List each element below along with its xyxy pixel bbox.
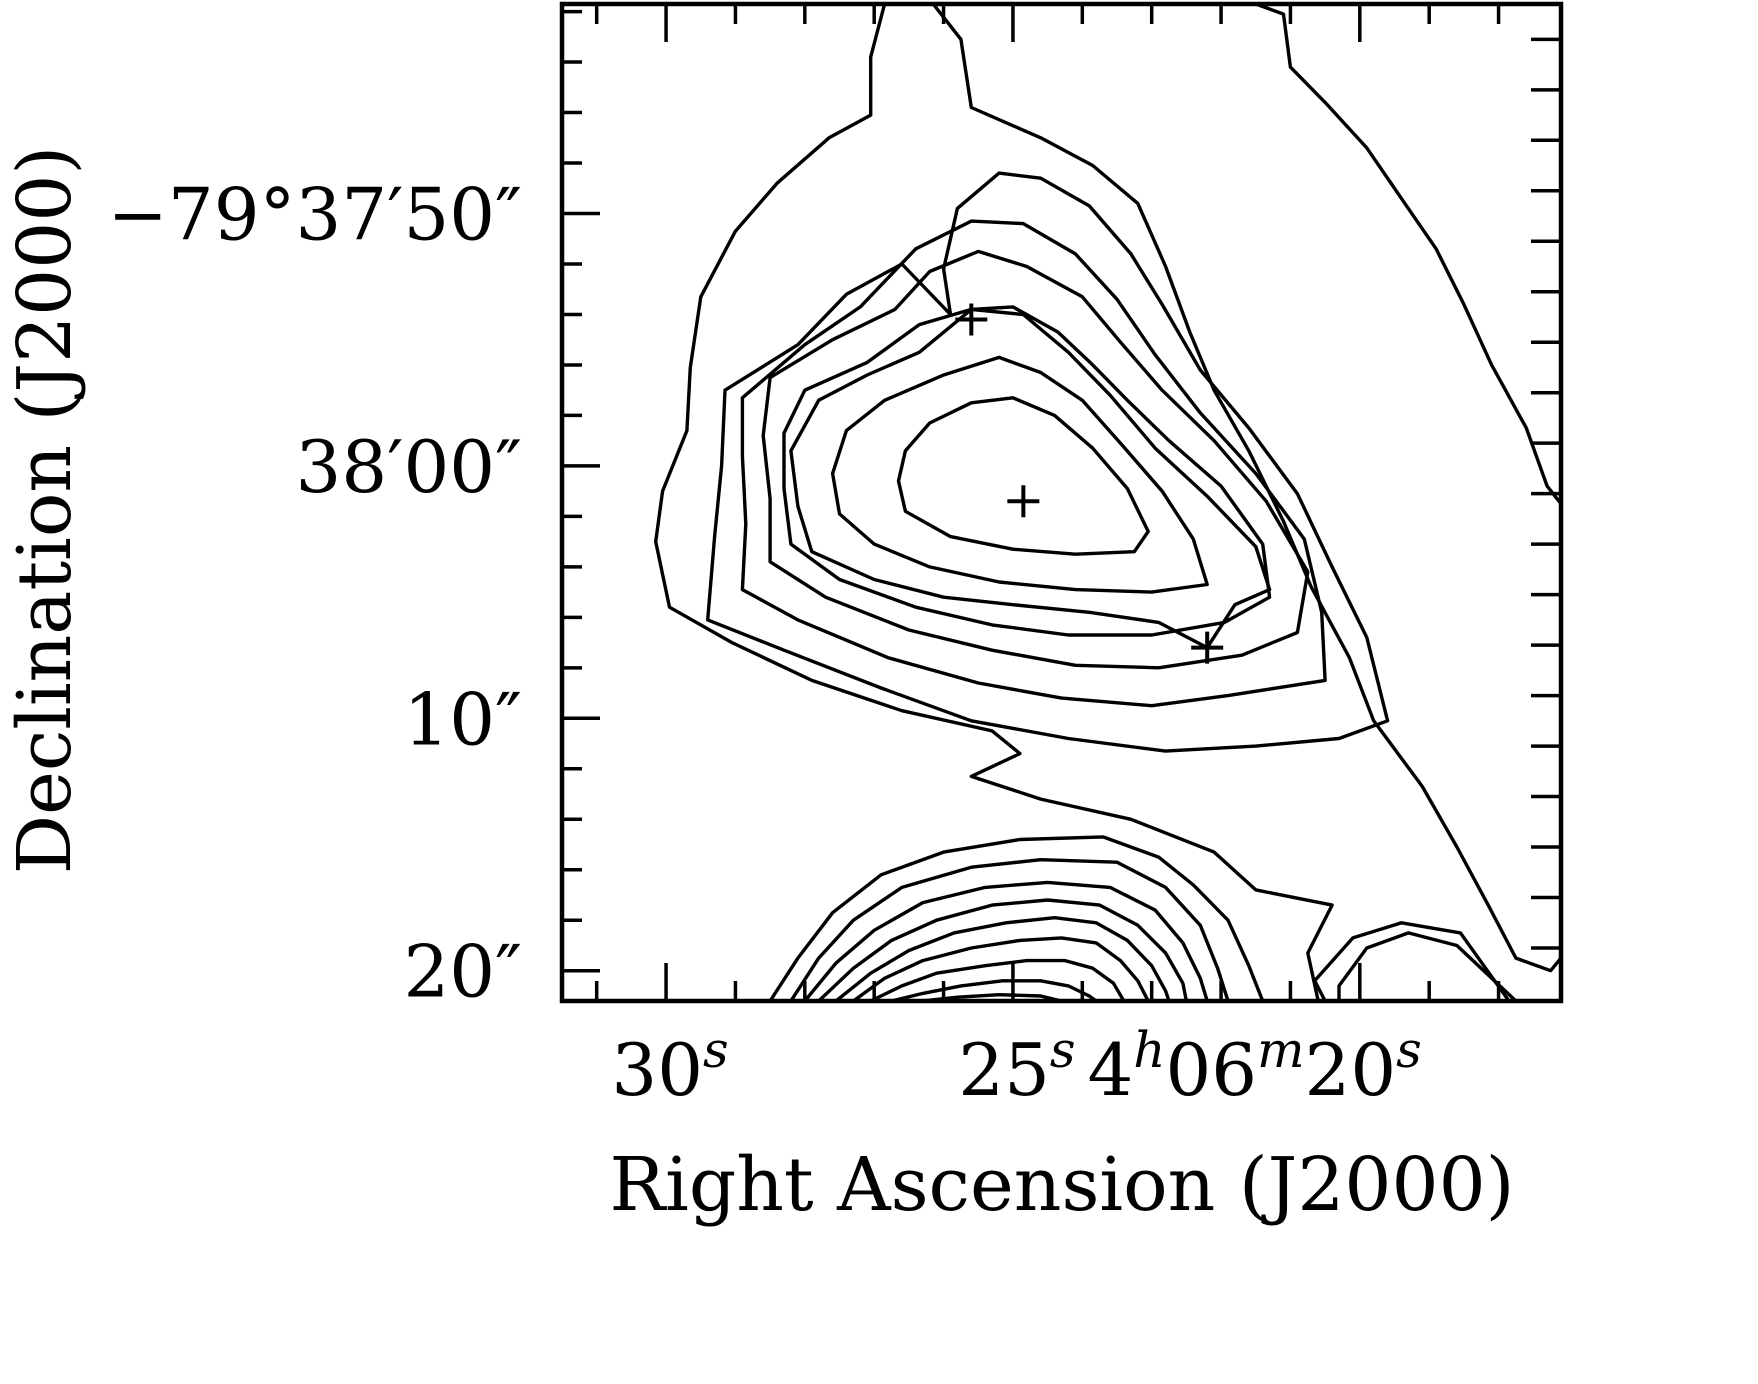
contour-inner-6 [830,355,1209,594]
contour-lines [654,4,1561,1001]
contour-outer-1 [1254,4,1561,506]
y-tick-label-4: 20″ [403,930,522,1014]
contour-inner-7 [896,396,1150,556]
contour-inner-3 [761,249,1310,670]
source-markers [955,303,1224,664]
axis-ticks [562,4,1561,1001]
y-axis-label: Declination (J2000) [2,146,88,875]
y-tick-label-2: 38′00″ [296,425,522,509]
contour-lower-6 [851,936,1150,1001]
contour-lower-8 [889,979,1098,1001]
contour-inner-4 [782,305,1272,637]
contour-lower-3 [803,880,1209,1001]
y-tick-labels: −79°37′50″ 38′00″ 10″ 20″ [108,172,522,1013]
contour-inner-2 [740,219,1327,708]
contour-lower-7 [869,958,1126,1001]
x-axis-label: Right Ascension (J2000) [609,1142,1514,1228]
source-marker-1 [955,303,988,336]
x-tick-labels: 30s 25s 4h06m20s [611,1021,1421,1112]
contour-outer-2 [931,4,1561,973]
source-marker-2 [1007,485,1040,518]
source-marker-3 [1191,631,1224,664]
contour-lower-9 [921,993,1064,1001]
contour-outer-3 [654,4,1334,1001]
y-tick-label-1: −79°37′50″ [108,172,522,256]
contour-lower-2 [789,858,1230,1001]
x-tick-label-3: 4h06m20s [1087,1021,1421,1112]
contour-outer-4 [1312,921,1511,1001]
contour-inner-5 [789,307,1272,650]
x-tick-label-1: 30s [611,1021,728,1112]
y-tick-label-3: 10″ [403,677,522,761]
contour-inner-1 [706,171,1390,753]
x-tick-label-2: 25s [958,1021,1075,1112]
contour-lower-1 [768,835,1265,1001]
contour-outer-5 [1337,931,1518,1001]
contour-lower-4 [817,898,1189,1001]
plot-frame [559,1,1564,1004]
contour-lower-5 [834,916,1171,1001]
